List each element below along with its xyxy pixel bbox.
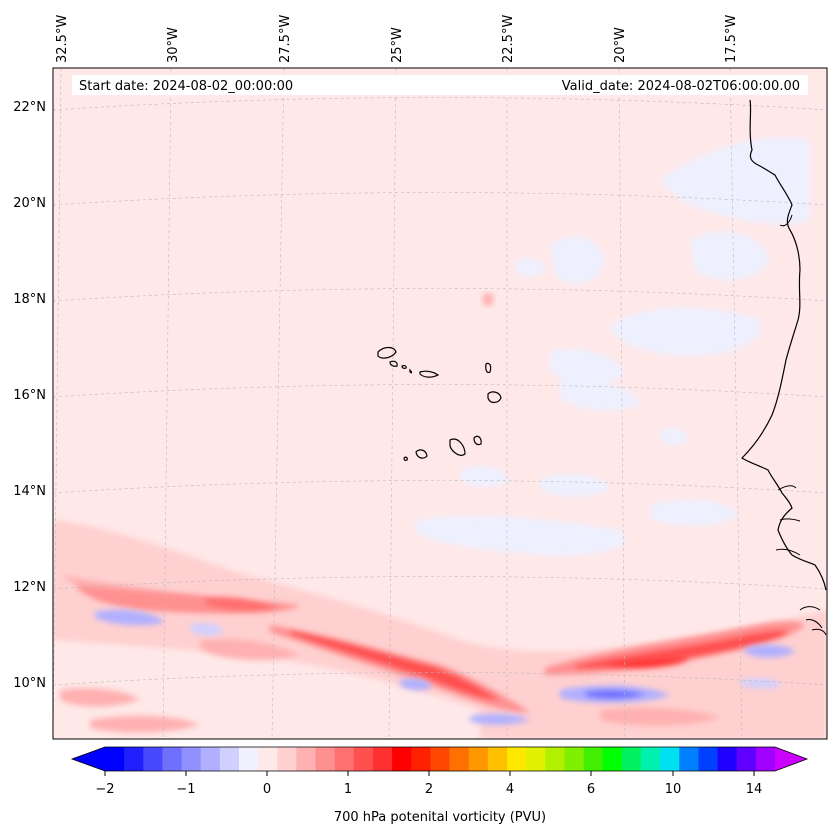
colorbar-cell (487, 747, 508, 771)
lat-label: 14°N (13, 484, 46, 499)
colorbar-cell (660, 747, 680, 771)
colorbar-cell (449, 747, 470, 771)
colorbar-cell (200, 747, 221, 771)
colorbar-cell (296, 747, 316, 771)
colorbar-cell (602, 747, 623, 771)
colorbar-cell (526, 747, 546, 771)
colorbar-cell (219, 747, 240, 771)
lon-label: 30°W (166, 27, 181, 63)
start-date-label: Start date: 2024-08-02_00:00:00 (79, 79, 293, 94)
pv-spot (482, 292, 494, 306)
colorbar-cell (239, 747, 259, 771)
colorbar-cell (373, 747, 393, 771)
cape-verde-islands (377, 346, 502, 461)
lat-label: 20°N (13, 196, 46, 211)
colorbar-cell (315, 747, 336, 771)
colorbar-tick-label: 0 (263, 782, 271, 797)
latitude-labels: 22°N 20°N 18°N 16°N 14°N 12°N 10°N (13, 100, 46, 691)
longitude-labels: 32.5°W 30°W 27.5°W 25°W 22.5°W 20°W 17.5… (55, 15, 739, 63)
colorbar-tick-label: 1 (344, 782, 352, 797)
lon-label: 17.5°W (724, 15, 739, 63)
lon-label: 25°W (390, 27, 405, 63)
colorbar-cell (736, 747, 757, 771)
colorbar-tick-label: −1 (176, 782, 195, 797)
colorbar-tick-label: −2 (95, 782, 114, 797)
colorbar-cell (277, 747, 297, 771)
colorbar-cell (334, 747, 355, 771)
colorbar-cell (258, 747, 278, 771)
lat-label: 22°N (13, 100, 46, 115)
colorbar-tick-label: 2 (425, 782, 433, 797)
colorbar-tick-label: 10 (665, 782, 682, 797)
coastline-detail (775, 214, 827, 636)
colorbar: −2 −1 0 1 2 4 6 10 14 700 hPa potenital … (70, 746, 809, 825)
colorbar-cell (392, 747, 412, 771)
colorbar-tick-label: 4 (506, 782, 514, 797)
colorbar-cell (468, 747, 489, 771)
colorbar-cell (564, 747, 584, 771)
colorbar-title: 700 hPa potenital vorticity (PVU) (334, 810, 546, 825)
colorbar-cells (105, 747, 776, 771)
colorbar-cell (411, 747, 431, 771)
deep-negative-pv (95, 609, 795, 725)
colorbar-cell (124, 747, 144, 771)
colorbar-cell (430, 747, 450, 771)
colorbar-cell (143, 747, 163, 771)
colorbar-cell (162, 747, 182, 771)
info-box (72, 75, 808, 95)
colorbar-tick-labels: −2 −1 0 1 2 4 6 10 14 (95, 782, 762, 797)
colorbar-tick-label: 6 (587, 782, 595, 797)
colorbar-cell (181, 747, 202, 771)
colorbar-cell (679, 747, 699, 771)
colorbar-cell (717, 747, 738, 771)
colorbar-tick-label: 14 (746, 782, 763, 797)
map-panel (53, 68, 827, 739)
colorbar-under-arrow (72, 747, 105, 771)
colorbar-cell (507, 747, 527, 771)
valid-date-label: Valid_date: 2024-08-02T06:00:00.00 (562, 79, 800, 94)
colorbar-cell (755, 747, 776, 771)
graticule (53, 68, 827, 739)
colorbar-cell (545, 747, 565, 771)
colorbar-cell (583, 747, 604, 771)
lat-label: 10°N (13, 676, 46, 691)
colorbar-cell (621, 747, 642, 771)
lon-label: 32.5°W (55, 15, 70, 63)
africa-coastline (741, 99, 827, 591)
colorbar-cell (105, 747, 125, 771)
lon-label: 20°W (613, 27, 628, 63)
colorbar-over-arrow (775, 747, 807, 771)
lat-label: 16°N (13, 388, 46, 403)
lon-label: 22.5°W (501, 15, 516, 63)
map-border (52, 67, 828, 740)
lat-label: 12°N (13, 580, 46, 595)
colorbar-cell (641, 747, 661, 771)
colorbar-cell (353, 747, 374, 771)
colorbar-ticks (104, 771, 755, 776)
colorbar-cell (698, 747, 718, 771)
lon-label: 27.5°W (278, 15, 293, 63)
lat-label: 18°N (13, 292, 46, 307)
